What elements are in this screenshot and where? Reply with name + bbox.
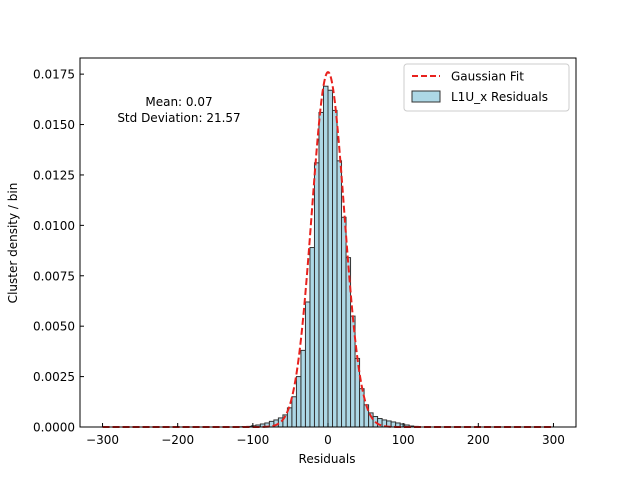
y-tick-label: 0.0150: [33, 118, 75, 132]
y-tick-label: 0.0100: [33, 219, 75, 233]
histogram-bar: [296, 377, 301, 427]
y-axis-ticks: 0.0000 0.0025 0.0050 0.0075 0.0100 0.0125 0.01…: [33, 68, 84, 435]
histogram-bar: [301, 350, 306, 427]
legend-gaussian-label: Gaussian Fit: [451, 70, 524, 84]
histogram-bar: [323, 86, 328, 427]
x-tick-label: 0: [324, 433, 332, 447]
histogram-bar: [337, 161, 342, 427]
histogram-bar: [346, 258, 351, 427]
x-tick-label: 200: [467, 433, 490, 447]
legend: Gaussian Fit L1U_x Residuals: [404, 64, 569, 111]
x-tick-label: −200: [161, 433, 194, 447]
histogram-bars: [238, 86, 418, 427]
x-tick-label: −100: [236, 433, 269, 447]
annotation-std: Std Deviation: 21.57: [117, 111, 240, 125]
histogram-bar: [333, 110, 338, 427]
histogram-bar: [292, 397, 297, 427]
histogram-bar: [351, 316, 356, 427]
x-tick-label: 300: [542, 433, 565, 447]
y-tick-label: 0.0175: [33, 68, 75, 82]
histogram-bar: [314, 163, 319, 427]
y-tick-label: 0.0075: [33, 269, 75, 283]
y-tick-label: 0.0050: [33, 320, 75, 334]
histogram-bar: [319, 112, 324, 427]
annotation-mean: Mean: 0.07: [145, 95, 212, 109]
y-axis-label: Cluster density / bin: [6, 183, 20, 304]
x-axis-label: Residuals: [299, 452, 356, 466]
y-tick-label: 0.0025: [33, 370, 75, 384]
legend-residuals-label: L1U_x Residuals: [451, 90, 548, 104]
histogram-bar: [342, 217, 347, 427]
x-tick-label: 100: [392, 433, 415, 447]
y-tick-label: 0.0125: [33, 168, 75, 182]
y-tick-label: 0.0000: [33, 421, 75, 435]
histogram-bar: [360, 389, 365, 427]
histogram-bar: [310, 248, 315, 427]
histogram-bar: [328, 90, 333, 427]
histogram-bar: [305, 302, 310, 427]
legend-residuals-swatch: [412, 91, 440, 102]
x-tick-label: −300: [86, 433, 119, 447]
